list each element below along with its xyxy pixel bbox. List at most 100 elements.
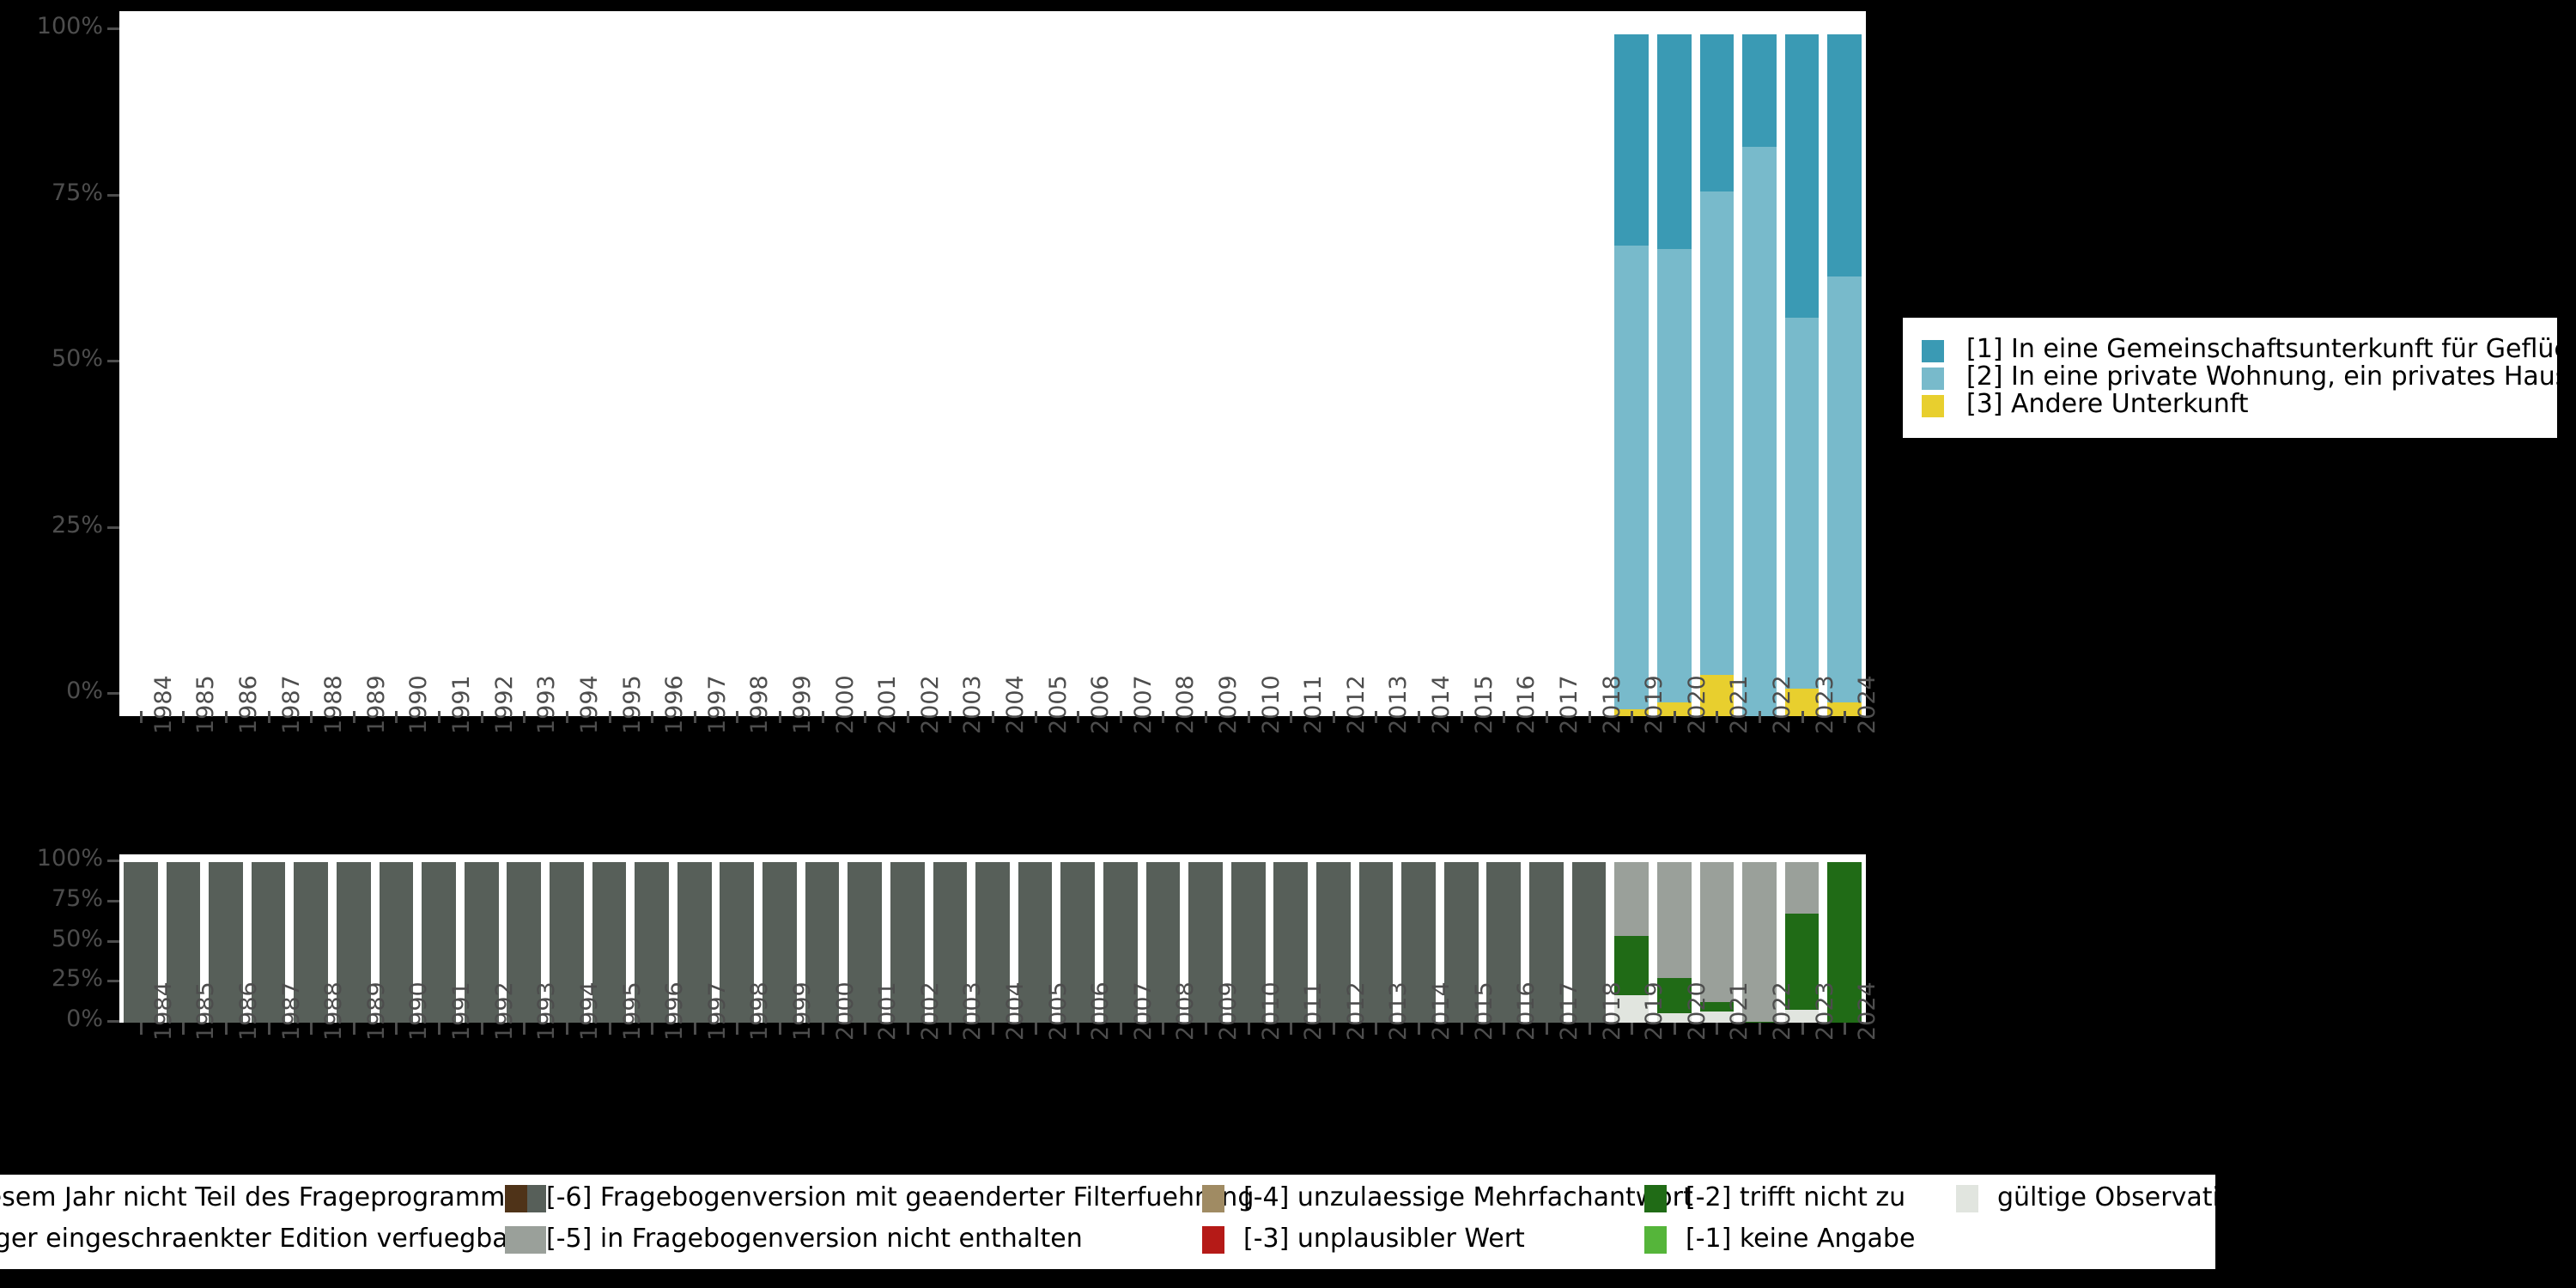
x-tick-label: 2002	[916, 981, 944, 1041]
bar-2004[interactable]	[975, 862, 1010, 1023]
x-tick-mark	[1673, 1023, 1676, 1035]
bar-2018[interactable]	[1571, 862, 1607, 1023]
legend-label: [1] In eine Gemeinschaftsunterkunft für …	[1966, 334, 2557, 364]
x-tick-label: 1987	[277, 981, 305, 1041]
x-tick-mark	[693, 1023, 696, 1035]
bar-2003[interactable]	[933, 862, 968, 1023]
x-tick-label: 2003	[959, 981, 987, 1041]
legend-swatch-icon	[1202, 1185, 1224, 1212]
bar-2010[interactable]	[1230, 862, 1266, 1023]
bar-1986[interactable]	[209, 862, 243, 1023]
bar-2011[interactable]	[1273, 862, 1309, 1023]
bar-segment	[1656, 249, 1692, 703]
x-tick-mark	[1077, 1023, 1080, 1035]
x-tick-label: 1993	[533, 675, 561, 734]
legend-swatch-icon	[1956, 1185, 1978, 1212]
x-tick-mark	[310, 711, 313, 723]
x-tick-mark	[608, 1023, 611, 1035]
bar-2019[interactable]	[1614, 34, 1649, 716]
x-tick-mark	[736, 1023, 739, 1035]
bar-1995[interactable]	[592, 862, 627, 1023]
bar-2007[interactable]	[1103, 862, 1138, 1023]
bar-segment	[1784, 34, 1820, 318]
bar-1984[interactable]	[123, 862, 158, 1023]
x-tick-label: 2009	[1215, 675, 1242, 734]
bar-1987[interactable]	[251, 862, 286, 1023]
bar-2013[interactable]	[1358, 862, 1394, 1023]
bar-2022[interactable]	[1742, 34, 1777, 716]
bar-2000[interactable]	[805, 862, 840, 1023]
x-tick-mark	[438, 711, 441, 723]
bar-2019[interactable]	[1614, 862, 1649, 1023]
bar-2002[interactable]	[890, 862, 925, 1023]
bar-segment	[1784, 1010, 1820, 1023]
y-tick-label: 50%	[51, 925, 103, 952]
x-tick-mark	[1332, 1023, 1335, 1035]
bar-2024[interactable]	[1827, 34, 1862, 716]
bar-2005[interactable]	[1018, 862, 1053, 1023]
bar-1997[interactable]	[677, 862, 712, 1023]
legend-label: [3] Andere Unterkunft	[1966, 389, 2249, 419]
bar-2021[interactable]	[1699, 34, 1735, 716]
bar-2012[interactable]	[1316, 862, 1351, 1023]
bar-1989[interactable]	[337, 862, 371, 1023]
bar-2015[interactable]	[1443, 862, 1479, 1023]
bar-2023[interactable]	[1784, 862, 1820, 1023]
bar-1992[interactable]	[464, 862, 499, 1023]
lower-plot-area	[119, 854, 1866, 1023]
x-tick-mark	[139, 711, 143, 723]
bar-2014[interactable]	[1401, 862, 1436, 1023]
legend-label: gültige Observationen	[1997, 1182, 2215, 1212]
y-tick-mark	[107, 1020, 119, 1023]
x-tick-mark	[1034, 711, 1037, 723]
x-tick-label: 1992	[490, 675, 518, 734]
bar-1985[interactable]	[166, 862, 201, 1023]
bar-1988[interactable]	[294, 862, 329, 1023]
bar-2008[interactable]	[1145, 862, 1181, 1023]
x-tick-label: 2001	[874, 981, 902, 1041]
bar-2009[interactable]	[1188, 862, 1223, 1023]
x-tick-mark	[1119, 1023, 1122, 1035]
x-tick-mark	[1205, 1023, 1208, 1035]
bar-2020[interactable]	[1656, 862, 1692, 1023]
x-tick-label: 2000	[831, 981, 859, 1041]
bar-2006[interactable]	[1060, 862, 1096, 1023]
x-tick-mark	[1758, 711, 1761, 723]
bar-segment	[1656, 34, 1692, 250]
bar-segment	[379, 862, 414, 1023]
legend-swatch-icon	[524, 1226, 546, 1254]
bar-1990[interactable]	[379, 862, 414, 1023]
x-tick-mark	[182, 1023, 185, 1035]
x-tick-label: 2004	[1002, 981, 1029, 1041]
x-tick-mark	[352, 1023, 355, 1035]
x-tick-label: 1994	[575, 675, 603, 734]
legend-swatch-icon	[1922, 340, 1944, 362]
legend-label: [-8] Frage in diesem Jahr nicht Teil des…	[0, 1182, 519, 1212]
bar-2016[interactable]	[1486, 862, 1522, 1023]
bar-1994[interactable]	[550, 862, 584, 1023]
y-tick-mark	[107, 899, 119, 902]
x-tick-label: 2006	[1087, 981, 1115, 1041]
bar-2001[interactable]	[848, 862, 882, 1023]
bar-1998[interactable]	[720, 862, 755, 1023]
x-tick-label: 2016	[1513, 981, 1540, 1041]
bar-2022[interactable]	[1742, 862, 1777, 1023]
bar-segment	[1188, 862, 1223, 1023]
bar-1999[interactable]	[762, 862, 797, 1023]
bar-segment	[1273, 862, 1309, 1023]
bar-1996[interactable]	[635, 862, 669, 1023]
bar-1993[interactable]	[507, 862, 542, 1023]
bar-2024[interactable]	[1827, 862, 1862, 1023]
bar-2020[interactable]	[1656, 34, 1692, 716]
bar-1991[interactable]	[422, 862, 456, 1023]
bar-segment	[890, 862, 925, 1023]
x-tick-label: 2005	[1044, 981, 1072, 1041]
bar-segment	[422, 862, 456, 1023]
bar-2023[interactable]	[1784, 34, 1820, 716]
bar-segment	[592, 862, 627, 1023]
x-tick-mark	[1119, 711, 1122, 723]
bar-2021[interactable]	[1699, 862, 1735, 1023]
x-tick-label: 2020	[1683, 981, 1710, 1041]
x-tick-mark	[1205, 711, 1208, 723]
bar-2017[interactable]	[1529, 862, 1564, 1023]
